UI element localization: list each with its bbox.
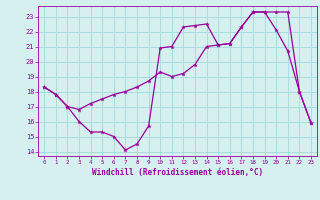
X-axis label: Windchill (Refroidissement éolien,°C): Windchill (Refroidissement éolien,°C) xyxy=(92,168,263,177)
